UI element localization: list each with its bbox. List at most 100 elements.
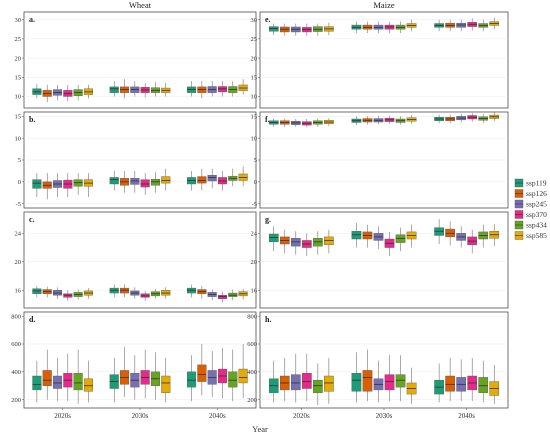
facet-title-wheat: Wheat — [129, 0, 152, 10]
y-tick-label: -5 — [252, 201, 257, 208]
box-ssp585-2030s — [161, 357, 171, 403]
box-ssp119-2030s — [351, 21, 362, 34]
box-ssp126-2040s — [445, 114, 455, 124]
panel-letter: b. — [29, 115, 35, 124]
y-tick-label: 0 — [254, 179, 257, 186]
box-ssp370-2030s — [140, 83, 150, 98]
box-ssp126-2040s — [445, 357, 455, 402]
box-iqr — [302, 373, 312, 389]
box-ssp585-2040s — [238, 288, 248, 300]
box-ssp245-2030s — [373, 21, 384, 34]
box-iqr — [187, 371, 197, 388]
box-ssp119-2040s — [187, 170, 197, 191]
box-ssp370-2020s — [63, 173, 73, 198]
legend-item-ssp126: ssp126 — [514, 189, 547, 198]
box-ssp585-2020s — [324, 118, 334, 126]
box-ssp585-2040s — [489, 364, 500, 404]
y-tick-label: 15 — [15, 114, 22, 121]
y-tick-label: 800 — [247, 313, 257, 320]
panel-background — [23, 11, 257, 109]
panel-letter: e. — [265, 15, 271, 24]
box-ssp370-2040s — [217, 291, 228, 303]
panel-g: 16 20 24 g. — [251, 211, 509, 309]
y-tick-label: 800 — [11, 313, 21, 320]
y-tick-label: -5 — [16, 201, 21, 208]
box-ssp370-2020s — [302, 23, 312, 36]
legend-label: ssp119 — [526, 179, 547, 188]
box-ssp434-2030s — [150, 288, 160, 299]
box-ssp245-2020s — [290, 23, 301, 36]
box-ssp434-2020s — [313, 231, 323, 255]
panel-letter: g. — [265, 215, 271, 224]
legend-label: ssp434 — [526, 221, 547, 230]
box-ssp434-2040s — [478, 19, 489, 32]
box-ssp126-2030s — [120, 79, 130, 99]
box-ssp119-2030s — [109, 357, 119, 403]
box-ssp434-2040s — [478, 360, 489, 403]
box-ssp245-2020s — [290, 118, 301, 127]
box-iqr — [140, 179, 150, 188]
y-tick-label: 10 — [251, 135, 258, 142]
legend-item-ssp370: ssp370 — [514, 210, 547, 219]
box-ssp126-2020s — [279, 118, 290, 127]
box-ssp434-2040s — [228, 168, 238, 187]
box-ssp585-2030s — [406, 224, 417, 248]
box-ssp126-2020s — [42, 84, 52, 103]
legend-item-ssp245: ssp245 — [514, 200, 547, 209]
y-tick-label: 15 — [15, 74, 22, 81]
box-ssp126-2020s — [42, 173, 52, 200]
box-ssp370-2040s — [217, 348, 228, 399]
box-ssp245-2040s — [207, 168, 217, 189]
box-ssp585-2030s — [406, 115, 417, 124]
box-ssp434-2020s — [313, 363, 323, 406]
y-tick-label: 200 — [11, 397, 21, 404]
y-tick-label: 400 — [247, 369, 257, 376]
panel-background — [259, 311, 509, 409]
legend-item-ssp585: ssp585 — [514, 231, 547, 240]
box-ssp126-2040s — [197, 285, 207, 299]
box-ssp370-2030s — [384, 115, 395, 124]
facet-strips: Wheat Maize — [129, 0, 395, 10]
box-ssp434-2040s — [228, 289, 238, 301]
box-ssp126-2030s — [362, 21, 373, 34]
panel-letter: c. — [29, 215, 35, 224]
panel-b: -5 0 5 10 15 b. — [15, 111, 257, 209]
box-ssp585-2020s — [324, 357, 334, 404]
box-ssp434-2020s — [313, 118, 323, 127]
box-iqr — [42, 370, 52, 386]
facet-title-maize: Maize — [373, 0, 394, 10]
box-ssp245-2030s — [130, 355, 140, 400]
panel-a: 10 15 20 25 30 a. — [15, 11, 257, 109]
box-iqr — [207, 175, 217, 182]
box-ssp585-2030s — [406, 367, 417, 404]
box-ssp585-2040s — [489, 112, 500, 122]
x-tick-label: 2020s — [54, 412, 71, 420]
box-ssp585-2020s — [83, 360, 93, 403]
box-ssp119-2020s — [32, 173, 42, 198]
panel-d: 200 400 600 800 d. 2020s 2030s 2040s — [11, 311, 257, 420]
box-ssp245-2040s — [456, 226, 466, 248]
legend-item-ssp119: ssp119 — [514, 179, 547, 188]
box-ssp245-2030s — [373, 226, 384, 249]
box-ssp245-2040s — [456, 19, 466, 32]
box-ssp434-2040s — [478, 114, 489, 123]
box-ssp119-2020s — [268, 23, 279, 36]
box-iqr — [161, 375, 171, 393]
box-ssp370-2030s — [384, 231, 395, 257]
panel-h: 200 400 600 800 h. 2020s 2030s 2040s — [247, 311, 509, 420]
box-iqr — [73, 373, 83, 391]
x-tick-label: 2030s — [376, 412, 393, 420]
box-iqr — [228, 371, 238, 388]
box-ssp585-2040s — [238, 344, 248, 399]
box-ssp126-2020s — [42, 349, 52, 400]
box-ssp119-2020s — [268, 118, 279, 127]
box-ssp126-2030s — [362, 349, 373, 402]
box-iqr — [32, 179, 42, 189]
box-ssp126-2020s — [279, 23, 290, 36]
x-tick-label: 2030s — [132, 412, 149, 420]
box-ssp119-2020s — [268, 360, 279, 403]
box-ssp370-2040s — [467, 357, 478, 402]
y-tick-label: 10 — [15, 135, 22, 142]
